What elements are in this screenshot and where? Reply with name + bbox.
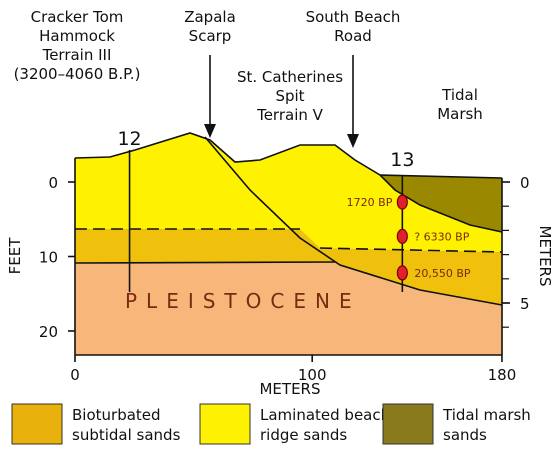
date-label: ? 6330 BP xyxy=(414,230,469,243)
legend-label: Laminated beach xyxy=(260,406,390,424)
arrowhead xyxy=(347,134,359,148)
legend-swatch xyxy=(12,404,62,444)
core-label: 13 xyxy=(390,149,414,171)
pleistocene-top xyxy=(75,262,335,263)
legend-label: sands xyxy=(443,426,487,444)
axis-label: FEET xyxy=(6,237,24,275)
x-tick-label: 180 xyxy=(488,366,517,384)
date-label: 20,550 BP xyxy=(414,267,471,280)
legend-label: Tidal marsh xyxy=(442,406,531,424)
y-tick-label: 0 xyxy=(48,174,58,192)
legend-swatch xyxy=(200,404,250,444)
date-sample xyxy=(397,229,407,243)
arrowhead xyxy=(204,124,216,138)
y-tick-label: 10 xyxy=(39,249,58,267)
axis-label: METERS xyxy=(536,225,554,286)
legend-label: Bioturbated xyxy=(72,406,161,424)
y2-tick-label: 0 xyxy=(520,174,530,192)
date-sample xyxy=(397,266,407,280)
y2-tick-label: 5 xyxy=(520,295,530,313)
legend-label: subtidal sands xyxy=(72,426,181,444)
core-label: 12 xyxy=(117,128,141,150)
diagram: Cracker TomHammockTerrain III(3200–4060 … xyxy=(0,0,559,469)
legend-swatch xyxy=(383,404,433,444)
date-sample xyxy=(397,195,407,209)
pleistocene-label: PLEISTOCENE xyxy=(125,289,361,313)
y-tick-label: 20 xyxy=(39,323,58,341)
date-label: 1720 BP xyxy=(347,196,393,209)
legend-label: ridge sands xyxy=(260,426,347,444)
x-tick-label: 100 xyxy=(298,366,327,384)
x-tick-label: 0 xyxy=(70,366,80,384)
